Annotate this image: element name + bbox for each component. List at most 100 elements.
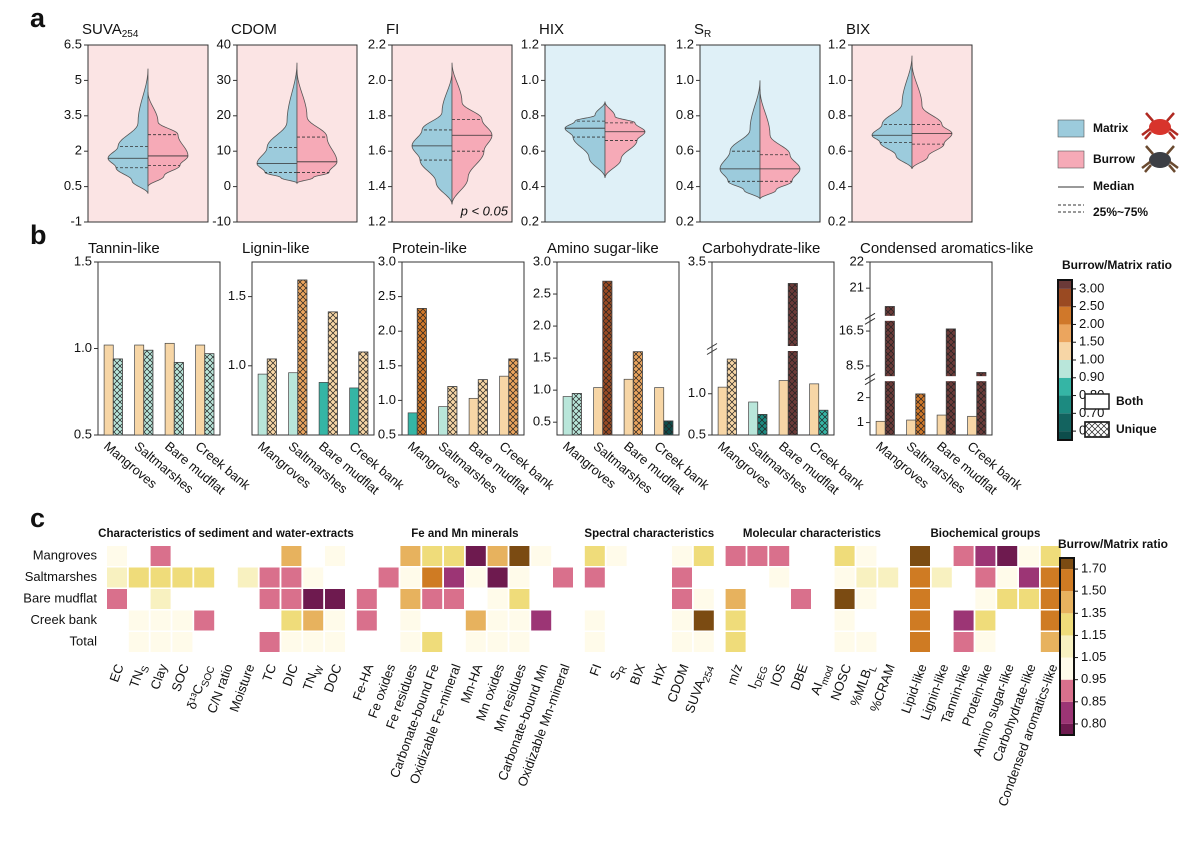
y-tick-label: 10 (217, 143, 231, 158)
heat-cell (303, 632, 324, 652)
column-label: TC (260, 662, 280, 683)
colorbar-tick-label: 0.85 (1081, 693, 1106, 708)
chart-title-sub: 254 (122, 29, 139, 40)
heat-cell (194, 567, 215, 588)
heat-cell (953, 546, 974, 566)
heat-cell (531, 610, 552, 631)
column-label-sub: L (867, 664, 879, 673)
legend-label: Both (1116, 394, 1143, 408)
heat-cell (1040, 632, 1061, 652)
group-header: Fe and Mn minerals (411, 528, 518, 540)
bar-hatch (477, 379, 488, 436)
colorbar-block (1058, 360, 1072, 378)
y-tick-label: 2 (75, 143, 82, 158)
y-tick-label: 1.0 (676, 72, 694, 87)
column-label-main: DBE (788, 662, 811, 693)
heat-cell (584, 567, 605, 588)
heat-cell (400, 589, 421, 609)
heat-cell (150, 589, 171, 609)
y-tick-label: 8.5 (846, 357, 864, 372)
legend-label: Matrix (1093, 121, 1129, 135)
row-label: Mangroves (33, 547, 98, 562)
heat-cell (509, 567, 530, 588)
y-tick-label: 1.0 (74, 340, 92, 355)
bar (407, 412, 418, 436)
y-tick-label: -10 (212, 213, 231, 228)
y-tick-label: 0.5 (74, 426, 92, 441)
heat-cell (281, 610, 302, 631)
heat-cell (303, 567, 324, 588)
bar-hatch (297, 279, 308, 436)
violin-half (719, 80, 761, 200)
group-header: Spectral characteristics (584, 528, 714, 540)
heat-cell (107, 567, 127, 588)
heat-cell (487, 567, 508, 588)
bar-hatch (358, 351, 369, 436)
heat-cell (325, 546, 345, 566)
y-tick-label: 1.0 (228, 357, 246, 372)
chart-title: Tannin-like (88, 240, 160, 257)
heat-cell (910, 589, 930, 609)
bar (936, 414, 947, 436)
legend-swatch (1084, 393, 1110, 410)
heat-cell (878, 567, 899, 588)
heat-cell (303, 610, 324, 631)
heat-cell (693, 632, 714, 652)
violin-half (604, 101, 646, 178)
colorbar-block (1060, 613, 1074, 636)
group-header: Characteristics of sediment and water-ex… (98, 528, 354, 540)
heat-cell (693, 546, 714, 566)
y-tick-label: 0.6 (676, 143, 694, 158)
heat-cell (378, 567, 399, 588)
column-label: EC (107, 662, 127, 684)
colorbar-block (1058, 431, 1072, 440)
y-tick-label: 20 (217, 107, 231, 122)
y-tick-label: 1.2 (368, 213, 386, 228)
bar (103, 344, 114, 436)
bar (654, 387, 665, 436)
chart-title-main: FI (386, 21, 399, 38)
chart-title-main: Protein-like (392, 240, 467, 257)
column-label: IDEG (745, 662, 771, 692)
heat-cell (107, 589, 127, 609)
heat-cell (281, 589, 302, 609)
heat-cell (672, 567, 692, 588)
heat-cell (1040, 589, 1061, 609)
y-tick-label: 30 (217, 72, 231, 87)
heat-cell (834, 632, 855, 652)
y-tick-label: 2.5 (378, 288, 396, 303)
column-label-main: I (745, 682, 760, 691)
heat-cell (975, 589, 996, 609)
colorbar-tick-label: 1.00 (1079, 351, 1104, 366)
chart-title-main: Tannin-like (88, 240, 160, 257)
heat-cell (747, 546, 768, 566)
legend-label: 25%~75% (1093, 205, 1148, 219)
heat-cell (672, 546, 692, 566)
y-tick-label: 1.6 (368, 143, 386, 158)
colorbar-block (1058, 280, 1072, 289)
chart-title: HIX (539, 21, 564, 38)
group-header: Molecular characteristics (743, 528, 881, 540)
y-tick-label: 0.4 (521, 178, 539, 193)
y-tick-label: 6.5 (64, 36, 82, 51)
bar-hatch (787, 283, 798, 436)
y-tick-label: 0.5 (64, 178, 82, 193)
heat-cell (725, 632, 746, 652)
y-tick-label: 0.4 (828, 178, 846, 193)
column-label-main: EC (107, 662, 127, 684)
heat-cell (509, 632, 530, 652)
heat-cell (128, 610, 149, 631)
heat-cell (584, 610, 605, 631)
bar-hatch (571, 393, 582, 436)
y-tick-label: 2.0 (378, 323, 396, 338)
bar-hatch (818, 409, 829, 436)
bar (257, 373, 268, 436)
bar-hatch (204, 353, 215, 436)
column-label-main: AI (808, 680, 826, 697)
heat-cell (150, 567, 171, 588)
heat-cell (997, 546, 1018, 566)
crab-icon (1141, 112, 1179, 140)
panel-letter: c (30, 503, 45, 533)
bar-hatch (663, 420, 674, 436)
chart-title: SR (694, 21, 711, 40)
